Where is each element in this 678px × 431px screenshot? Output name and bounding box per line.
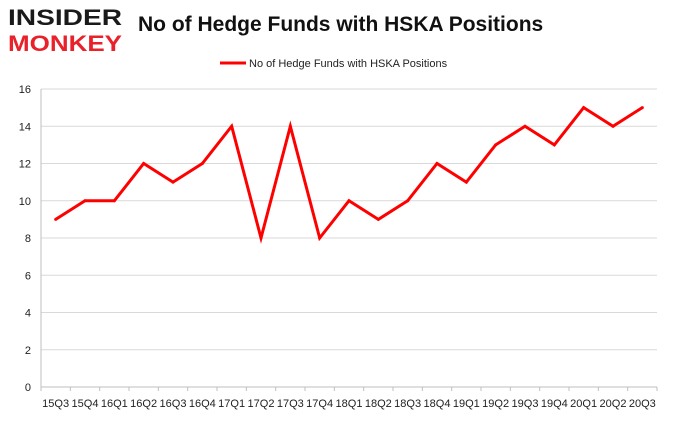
series-line bbox=[54, 105, 644, 244]
data-point bbox=[582, 106, 586, 110]
data-point bbox=[112, 199, 116, 203]
legend-label: No of Hedge Funds with HSKA Positions bbox=[249, 58, 448, 70]
data-point bbox=[523, 124, 527, 128]
logo-line-insider: INSIDER bbox=[8, 5, 122, 30]
data-point bbox=[259, 236, 263, 240]
data-point bbox=[406, 199, 410, 203]
x-tick-label: 19Q2 bbox=[482, 398, 509, 410]
y-tick-label: 16 bbox=[19, 84, 31, 96]
data-point bbox=[611, 124, 615, 128]
x-tick-label: 18Q1 bbox=[336, 398, 363, 410]
data-point bbox=[54, 217, 58, 221]
x-tick-label: 18Q2 bbox=[365, 398, 392, 410]
y-tick-label: 0 bbox=[25, 382, 31, 394]
data-point bbox=[552, 143, 556, 147]
data-point bbox=[200, 162, 204, 165]
x-tick-label: 17Q3 bbox=[277, 398, 304, 410]
data-point bbox=[640, 106, 644, 110]
x-tick-label: 17Q2 bbox=[248, 398, 275, 410]
x-tick-label: 15Q3 bbox=[42, 398, 69, 410]
x-tick-label: 16Q3 bbox=[160, 398, 187, 410]
data-point bbox=[288, 124, 292, 128]
chart-title: No of Hedge Funds with HSKA Positions bbox=[138, 13, 544, 36]
x-tick-label: 16Q4 bbox=[189, 398, 216, 410]
x-tick-label: 16Q1 bbox=[101, 398, 128, 410]
y-tick-label: 12 bbox=[19, 159, 31, 171]
legend: No of Hedge Funds with HSKA Positions bbox=[220, 58, 448, 70]
x-tick-label: 17Q1 bbox=[218, 398, 245, 410]
x-tick-label: 18Q4 bbox=[424, 398, 451, 410]
series-layer bbox=[54, 105, 644, 244]
data-point bbox=[376, 217, 380, 221]
x-tick-label: 19Q4 bbox=[541, 398, 568, 410]
x-tick-label: 18Q3 bbox=[394, 398, 421, 410]
x-axis-ticks: 15Q3 15Q4 16Q1 16Q2 16Q3 16Q4 17Q1 17Q2 17Q3 17Q4… bbox=[40, 387, 658, 410]
x-tick-label: 15Q4 bbox=[72, 398, 99, 410]
x-tick-label: 17Q4 bbox=[306, 398, 333, 410]
x-tick-label: 19Q1 bbox=[453, 398, 480, 410]
data-point bbox=[171, 180, 175, 184]
data-point bbox=[435, 162, 439, 165]
x-tick-label: 20Q1 bbox=[570, 398, 597, 410]
x-tick-label: 20Q2 bbox=[600, 398, 627, 410]
y-tick-label: 14 bbox=[19, 121, 31, 133]
logo-line-monkey: MONKEY bbox=[8, 31, 122, 56]
data-point bbox=[318, 236, 322, 240]
data-point bbox=[142, 162, 146, 165]
y-tick-label: 4 bbox=[25, 308, 31, 320]
y-axis-ticks: 0 2 4 6 8 10 12 14 16 bbox=[19, 84, 31, 394]
y-tick-label: 2 bbox=[25, 345, 31, 357]
data-point bbox=[347, 199, 351, 203]
x-tick-label: 16Q2 bbox=[130, 398, 157, 410]
insider-monkey-logo: INSIDER MONKEY bbox=[8, 5, 122, 56]
y-tick-label: 6 bbox=[25, 270, 31, 282]
y-tick-label: 8 bbox=[25, 233, 31, 245]
data-point bbox=[230, 124, 234, 128]
data-point bbox=[83, 199, 87, 203]
data-point bbox=[464, 180, 468, 184]
y-tick-label: 10 bbox=[19, 196, 31, 208]
data-point bbox=[494, 143, 498, 147]
x-tick-label: 20Q3 bbox=[629, 398, 656, 410]
x-tick-label: 19Q3 bbox=[512, 398, 539, 410]
